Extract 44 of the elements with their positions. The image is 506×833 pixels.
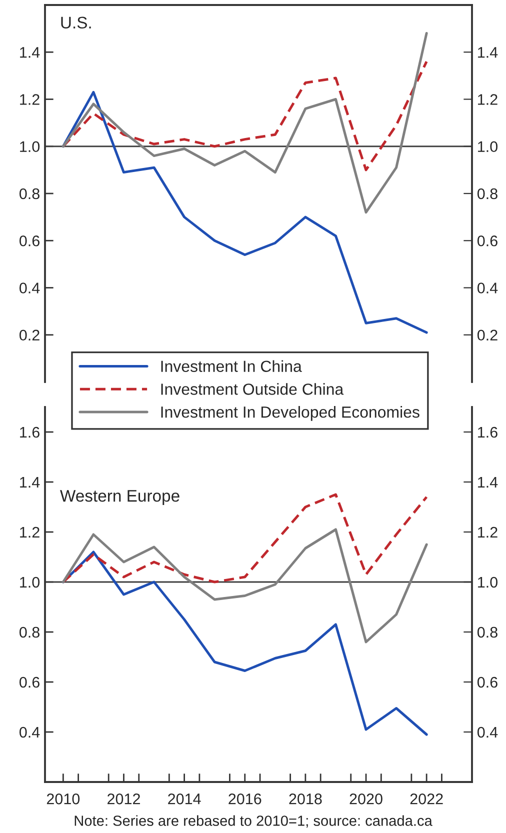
y2-tick-label: 1.0 <box>478 576 498 588</box>
y2-tick-label: 0.2 <box>477 330 498 341</box>
y-tick-label: 1.6 <box>20 426 40 438</box>
y2-tick-label: 1.4 <box>478 47 498 58</box>
text: Note: Series are rebased to 2010=1; source: canada.ca <box>74 815 432 828</box>
y2-tick-label: 1.4 <box>478 477 498 488</box>
x-tick-label: 2014 <box>168 794 201 804</box>
line-series <box>62 32 428 214</box>
legend-label: Investment In China <box>161 360 302 372</box>
y-tick-label: 1.2 <box>20 526 40 538</box>
x-tick-label: 2010 <box>46 794 80 804</box>
x-tick-label: 2022 <box>410 794 443 804</box>
x-tick-label: 2016 <box>228 794 262 804</box>
line-series <box>62 90 428 334</box>
x-tick-label: 2012 <box>108 794 140 804</box>
line-series <box>62 528 428 644</box>
legend-label: Investment Outside China <box>161 383 344 395</box>
y-tick-label: 1.0 <box>20 141 40 152</box>
legend-label: Investment In Developed Economies <box>161 406 420 421</box>
y2-tick-label: 1.2 <box>478 526 498 538</box>
y-tick-label: 0.6 <box>20 676 40 688</box>
y-tick-label: 1.4 <box>20 47 40 58</box>
x-tick-label: 2020 <box>350 794 382 804</box>
y-tick-label: 0.8 <box>20 188 40 200</box>
y2-tick-label: 0.6 <box>477 676 498 688</box>
y2-tick-label: 0.6 <box>477 235 498 246</box>
y-tick-label: 0.8 <box>20 626 40 638</box>
y-tick-label: 0.4 <box>20 282 40 294</box>
y-tick-label: 1.4 <box>20 477 40 488</box>
x-tick-label: 2018 <box>289 794 322 804</box>
y2-tick-label: 0.8 <box>477 188 498 200</box>
y2-tick-label: 0.8 <box>477 626 498 638</box>
y-tick-label: 1.2 <box>20 94 40 105</box>
y-tick-label: 0.2 <box>20 330 40 341</box>
text: Western Europe <box>60 490 180 506</box>
text: U.S. <box>61 16 91 29</box>
y2-tick-label: 1.2 <box>478 94 498 105</box>
y-tick-label: 0.4 <box>20 726 40 738</box>
y2-tick-label: 0.4 <box>477 726 498 738</box>
y-tick-label: 0.6 <box>20 235 40 246</box>
y2-tick-label: 0.4 <box>477 282 498 294</box>
y2-tick-label: 1.6 <box>478 426 498 438</box>
y2-tick-label: 1.0 <box>478 141 498 152</box>
y-tick-label: 1.0 <box>20 576 40 588</box>
